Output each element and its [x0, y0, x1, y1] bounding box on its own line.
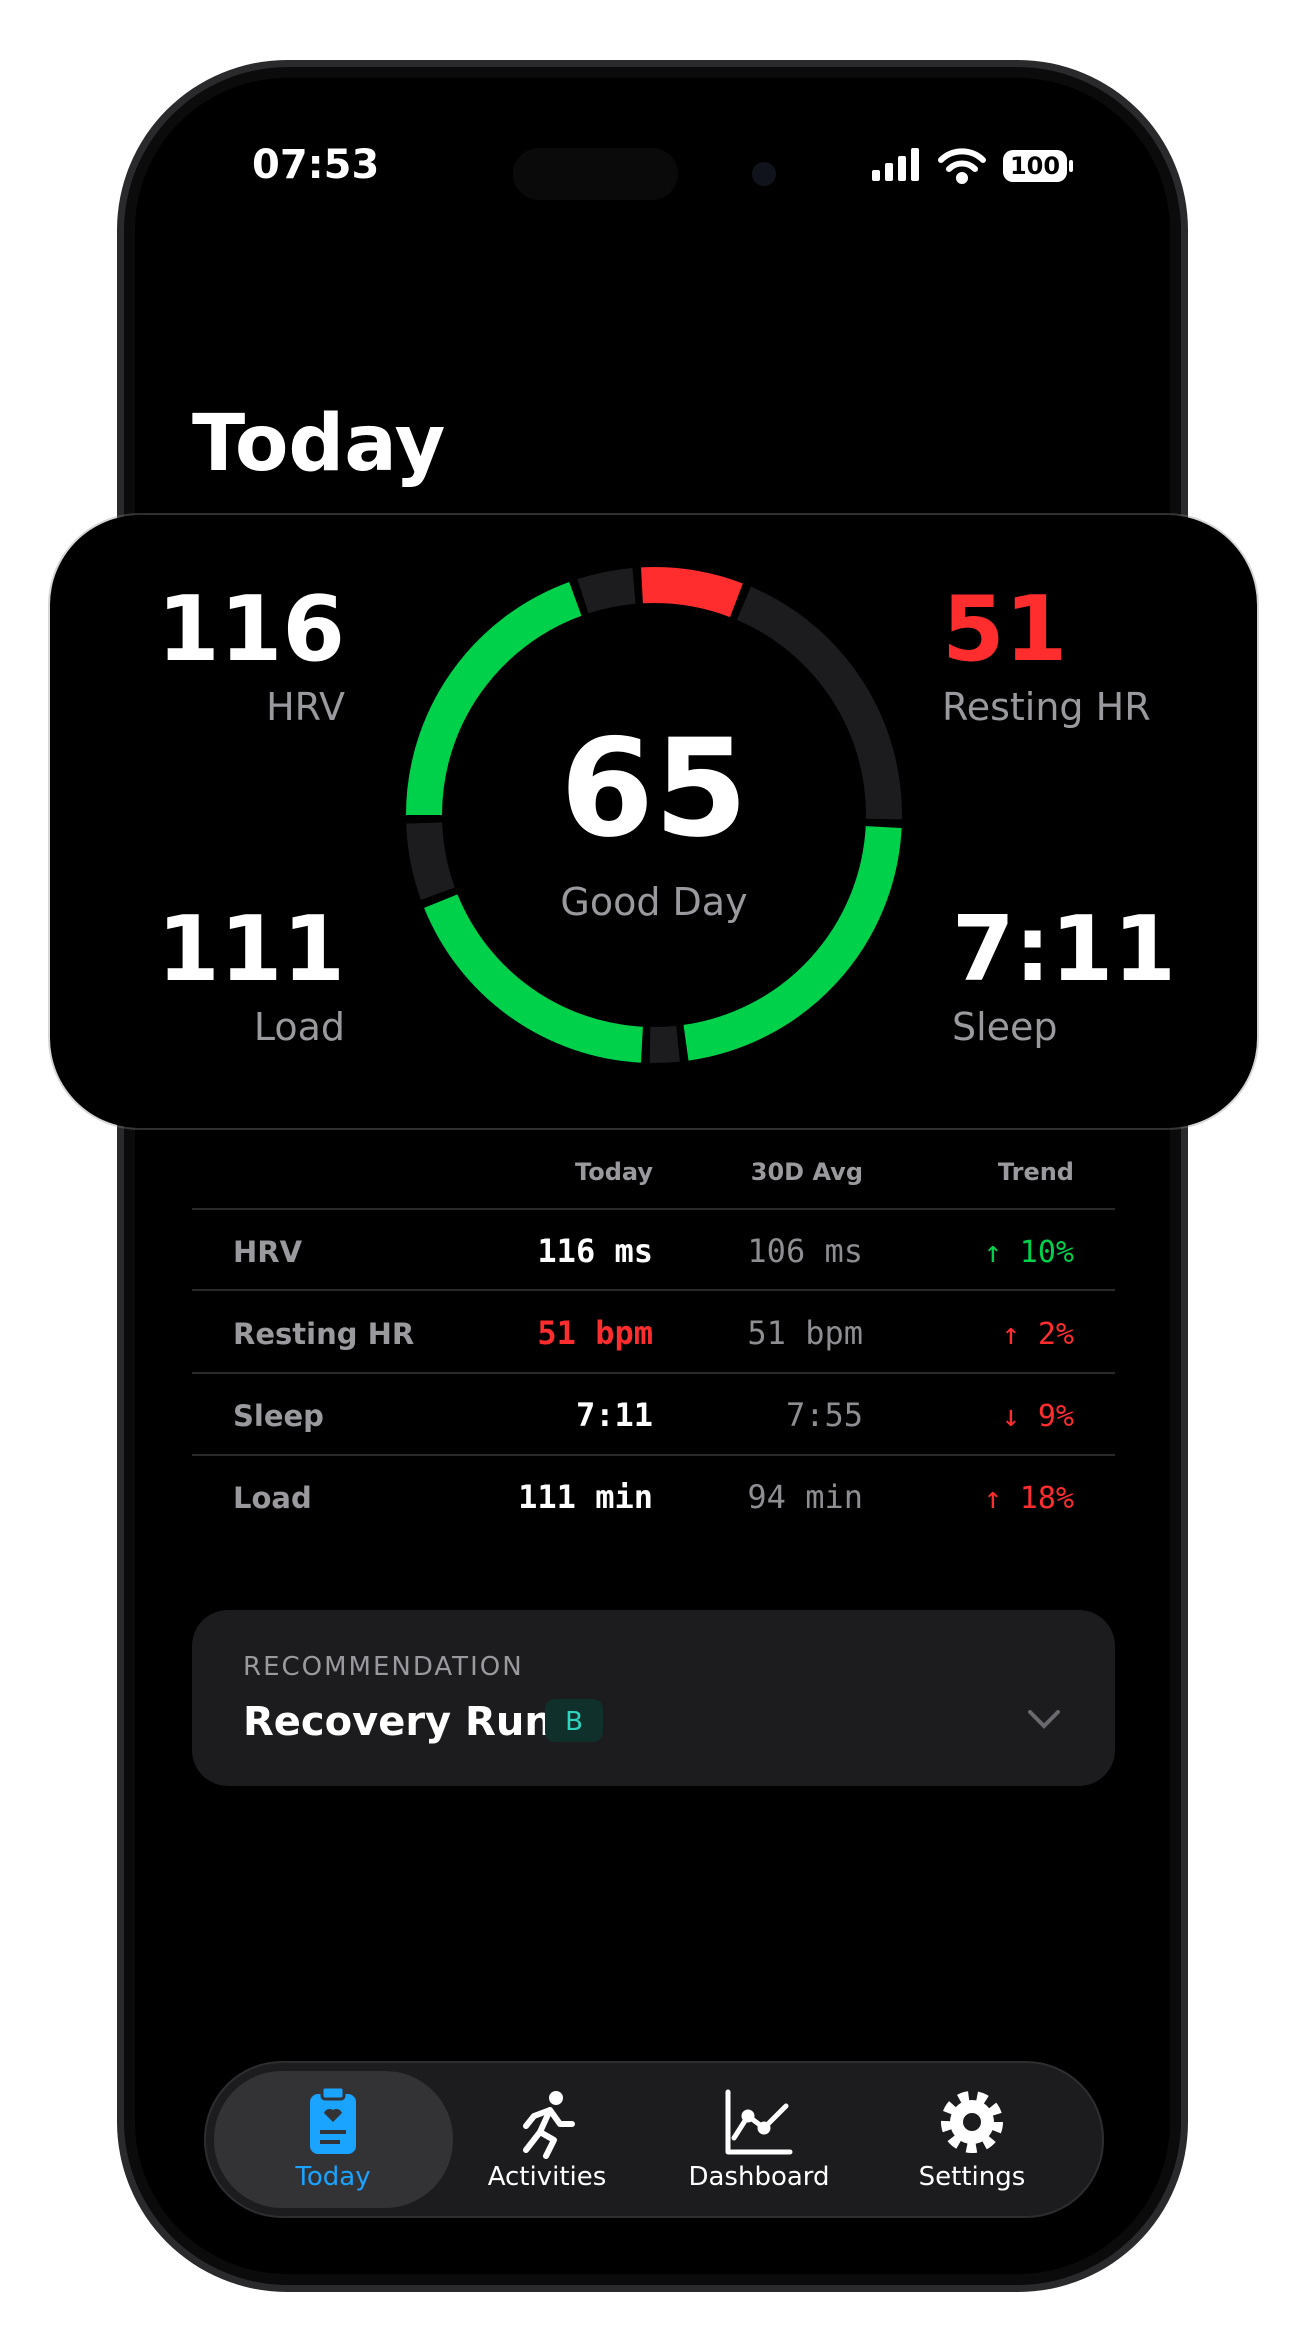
column-header: Today — [575, 1158, 653, 1186]
battery-tip — [1069, 160, 1073, 172]
badge-text: B — [565, 1707, 583, 1737]
page-title: Today — [192, 399, 445, 489]
trend-value: ↑ 2% — [1002, 1317, 1074, 1352]
score-ring — [406, 567, 902, 1063]
tab-icon — [725, 2089, 793, 2155]
today-value: 51 bpm — [537, 1314, 653, 1352]
recommendation-title: Recovery Run — [243, 1699, 553, 1745]
row-label: Load — [233, 1481, 312, 1515]
chevron[interactable] — [1028, 1710, 1060, 1729]
today-value: 7:11 — [576, 1396, 653, 1434]
tab-label[interactable]: Dashboard — [688, 2162, 829, 2192]
avg-value: 7:55 — [786, 1396, 863, 1434]
ring-segment — [424, 894, 644, 1063]
status-time: 07:53 — [252, 142, 379, 188]
badge — [545, 1699, 603, 1742]
recommendation-card[interactable] — [192, 1610, 1115, 1786]
tab-icon — [941, 2091, 1003, 2153]
trend-value: ↑ 18% — [984, 1481, 1074, 1516]
metric-value: 51 — [942, 577, 1067, 682]
column-header: 30D Avg — [751, 1158, 863, 1186]
trend-value: ↑ 10% — [984, 1235, 1074, 1270]
battery-level: 100 — [1010, 152, 1060, 180]
signal-icon — [872, 148, 919, 181]
camera — [752, 162, 776, 186]
dynamic-island — [513, 148, 678, 200]
score-label: Good Day — [560, 880, 747, 924]
battery-icon — [1003, 150, 1067, 182]
ring-segment — [641, 567, 743, 618]
metric-label: Sleep — [952, 1005, 1058, 1049]
metrics-table: Today 30D Avg Trend HRV 116 ms 106 ms ↑ 10%… — [192, 1158, 1115, 1516]
tab-label[interactable]: Settings — [919, 2162, 1026, 2192]
ring-segment — [649, 1025, 680, 1063]
tab-icon — [310, 2085, 356, 2154]
metric-label: Load — [254, 1005, 345, 1049]
today-value: 111 min — [518, 1478, 653, 1516]
ring-segment — [736, 586, 902, 820]
metric-label: HRV — [266, 685, 345, 729]
ring-segment — [683, 825, 902, 1061]
metric-value: 111 — [157, 897, 345, 1002]
trend-value: ↓ 9% — [1002, 1399, 1074, 1434]
row-label: Resting HR — [233, 1317, 414, 1351]
tab-label[interactable]: Activities — [488, 2162, 607, 2192]
metric-value: 116 — [157, 577, 345, 682]
tab-label[interactable]: Today — [294, 2162, 370, 2192]
avg-value: 94 min — [747, 1478, 863, 1516]
metric-label: Resting HR — [942, 685, 1151, 729]
ring-segment — [577, 567, 636, 614]
today-value: 116 ms — [537, 1232, 653, 1270]
ring-segment — [406, 821, 455, 900]
wifi-icon — [938, 148, 986, 184]
avg-value: 51 bpm — [747, 1314, 863, 1352]
column-header: Trend — [998, 1158, 1074, 1186]
summary-widget — [50, 515, 1257, 1128]
row-label: Sleep — [233, 1399, 324, 1433]
recommendation-label: RECOMMENDATION — [243, 1652, 524, 1682]
row-label: HRV — [233, 1235, 303, 1269]
ring-segment — [406, 581, 582, 816]
tab-icon — [523, 2091, 575, 2159]
score: 65 — [560, 710, 748, 867]
metric-value: 7:11 — [952, 897, 1176, 1002]
avg-value: 106 ms — [747, 1232, 863, 1270]
